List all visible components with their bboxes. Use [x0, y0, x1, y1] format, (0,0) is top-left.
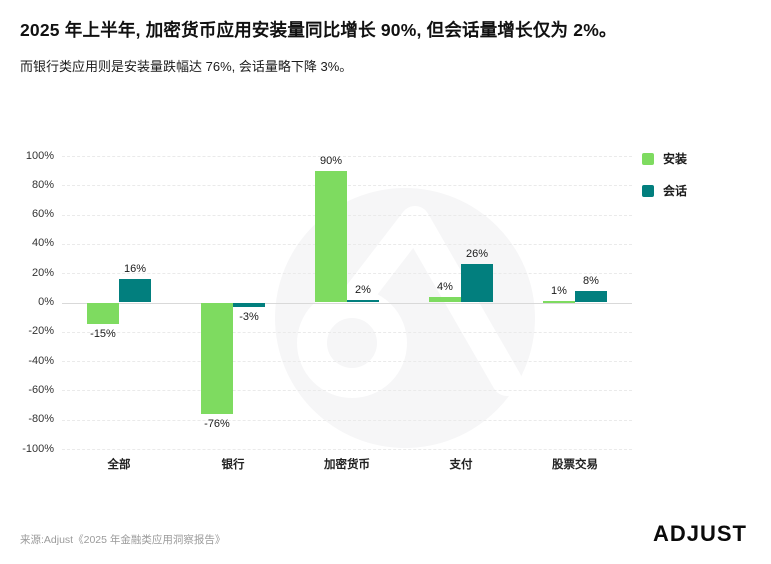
- bar-会话-全部: [119, 279, 151, 303]
- gridline--60: [62, 390, 632, 392]
- gridline--40: [62, 361, 632, 363]
- gridline--80: [62, 419, 632, 421]
- legend-label-session: 会话: [663, 184, 688, 198]
- data-label-安装-银行: -76%: [204, 417, 230, 430]
- y-tick-label--100: -100%: [22, 442, 54, 455]
- bar-会话-银行: [233, 302, 265, 307]
- bar-安装-全部: [87, 302, 119, 325]
- x-tick-label-支付: 支付: [449, 459, 473, 471]
- gridline--20: [62, 331, 632, 333]
- data-label-会话-全部: 16%: [123, 263, 147, 276]
- legend-item-session: 会话: [642, 182, 687, 199]
- chart-subtitle: 而银行类应用则是安装量跌幅达 76%, 会话量略下降 3%。: [20, 59, 353, 74]
- x-tick-label-全部: 全部: [107, 459, 131, 471]
- session-swatch-icon: [642, 184, 654, 197]
- y-tick-label--40: -40%: [28, 354, 54, 367]
- y-tick-label-40: 40%: [31, 237, 54, 250]
- data-label-安装-全部: -15%: [90, 328, 116, 341]
- y-tick-label-100: 100%: [25, 149, 54, 162]
- bar-会话-股票交易: [575, 290, 607, 303]
- y-tick-label--20: -20%: [28, 325, 54, 338]
- bar-安装-股票交易: [543, 300, 575, 303]
- data-label-会话-股票交易: 8%: [583, 274, 599, 287]
- data-label-会话-银行: -3%: [239, 310, 259, 323]
- y-tick-label-0: 0%: [38, 296, 54, 308]
- gridline-100: [62, 156, 632, 157]
- y-tick-label-80: 80%: [31, 178, 54, 191]
- x-axis: 全部 银行 加密货币 支付 股票交易: [62, 456, 632, 472]
- gridline-80: [62, 185, 632, 187]
- legend-label-install: 安装: [663, 152, 688, 166]
- bar-会话-支付: [461, 264, 493, 303]
- y-tick-label--80: -80%: [28, 413, 54, 426]
- y-tick-label--60: -60%: [28, 383, 54, 396]
- gridline-20: [62, 273, 632, 275]
- install-swatch-icon: [642, 152, 654, 165]
- data-label-会话-支付: 26%: [465, 248, 489, 261]
- chart-title: 2025 年上半年, 加密货币应用安装量同比增长 90%, 但会话量增长仅为 2…: [20, 20, 617, 40]
- bar-安装-加密货币: [315, 170, 347, 303]
- x-tick-label-股票交易: 股票交易: [552, 459, 598, 471]
- y-tick-label-20: 20%: [31, 266, 54, 279]
- data-label-安装-加密货币: 90%: [319, 154, 343, 167]
- legend: 安装 会话: [642, 150, 687, 214]
- source-note: 来源:Adjust《2025 年金融类应用洞察报告》: [20, 534, 226, 546]
- adjust-logo: ADJUST: [652, 521, 747, 546]
- data-label-会话-加密货币: 2%: [355, 283, 371, 296]
- gridline-0: [62, 302, 632, 304]
- plot-area: -15% 16% -76% -3% 90% 2% 4% 26% 1% 8%: [62, 154, 632, 450]
- bar-安装-支付: [429, 296, 461, 303]
- bar-会话-加密货币: [347, 299, 379, 303]
- x-tick-label-银行: 银行: [221, 459, 245, 471]
- y-tick-label-60: 60%: [31, 208, 54, 221]
- y-axis: 100% 80% 60% 40% 20% 0% -20% -40% -60% -80% -100%: [0, 150, 54, 455]
- bar-安装-银行: [201, 302, 233, 414]
- legend-item-install: 安装: [642, 150, 687, 167]
- gridline-60: [62, 214, 632, 216]
- data-label-安装-股票交易: 1%: [551, 284, 567, 297]
- gridline-40: [62, 243, 632, 245]
- data-label-安装-支付: 4%: [437, 280, 453, 293]
- gridline--100: [62, 449, 632, 450]
- x-tick-label-加密货币: 加密货币: [324, 459, 370, 471]
